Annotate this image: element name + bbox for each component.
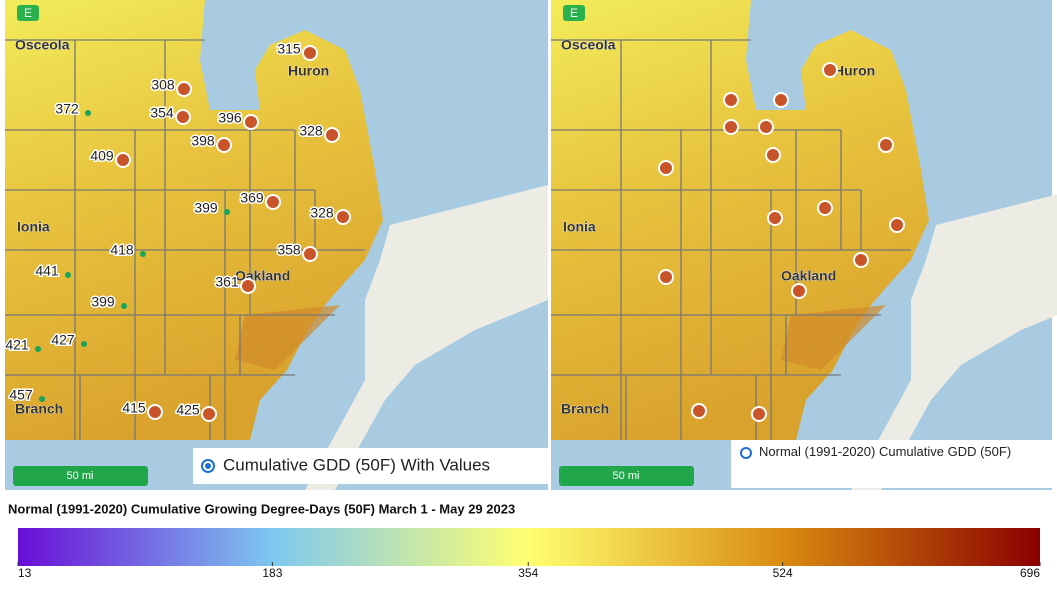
legend-box (193, 448, 548, 484)
station-value: 328 (299, 123, 323, 139)
scale-bar (13, 466, 148, 486)
station-dot (773, 92, 789, 108)
station-value: 441 (35, 263, 59, 279)
station-dot (723, 119, 739, 135)
station-value: 398 (191, 133, 215, 149)
station-value: 427 (51, 332, 75, 348)
colorbar-tick-label: 13 (18, 566, 32, 580)
station-dot (265, 194, 281, 210)
station-dot (817, 200, 833, 216)
station-dot (115, 152, 131, 168)
colorbar (18, 528, 1040, 566)
station-dot (147, 404, 163, 420)
county-label: Branch (15, 401, 63, 417)
station-dot (758, 119, 774, 135)
station-dot (65, 272, 71, 278)
layer-button-label: E (24, 6, 32, 20)
station-dot (224, 209, 230, 215)
station-value: 409 (90, 148, 114, 164)
station-dot (658, 269, 674, 285)
colorbar-tick-label: 354 (518, 566, 538, 580)
county-label: Huron (834, 63, 875, 79)
station-dot (723, 92, 739, 108)
county-label: Ionia (17, 219, 50, 235)
station-dot (691, 403, 707, 419)
station-value: 372 (55, 101, 79, 117)
station-value: 315 (277, 41, 301, 57)
layer-button-label: E (570, 6, 578, 20)
se-warm (235, 305, 340, 370)
county-label: Oakland (781, 268, 836, 284)
ontario-land (851, 194, 1057, 490)
station-value: 418 (110, 242, 134, 258)
legend-box (731, 440, 1052, 488)
map-panel: E Osceola Huron Ionia Oakland Branch 50 mi Norm… (551, 0, 1057, 490)
legend-label-text: Normal (1991-2020) Cumulative GDD (50F) (759, 444, 1011, 459)
colorbar-tick-label: 183 (262, 566, 282, 580)
station-value: 399 (194, 200, 218, 216)
station-value: 396 (218, 110, 242, 126)
legend-label: Normal (1991-2020) Cumulative GDD (50F) (759, 444, 1011, 459)
county-label: Huron (288, 63, 329, 79)
station-dot (767, 210, 783, 226)
station-dot (335, 209, 351, 225)
county-label: Osceola (15, 37, 70, 53)
station-value: 457 (9, 387, 33, 403)
station-value: 361 (215, 274, 239, 290)
station-dot (822, 62, 838, 78)
legend-radio[interactable] (740, 447, 752, 459)
layer-button[interactable] (17, 5, 39, 21)
station-value: 399 (91, 294, 115, 310)
station-dot (791, 283, 807, 299)
station-value: 415 (122, 400, 146, 416)
station-dot (751, 406, 767, 422)
station-dot (81, 341, 87, 347)
station-dot (140, 251, 146, 257)
station-dot (324, 127, 340, 143)
station-value: 369 (240, 190, 264, 206)
county-label: Osceola (561, 37, 616, 53)
ontario-land (305, 185, 548, 490)
scale-label: 50 mi (613, 470, 640, 482)
se-warm (781, 305, 886, 370)
colorbar-title: Normal (1991-2020) Cumulative Growing De… (8, 501, 515, 516)
station-dot (243, 114, 259, 130)
station-dot (853, 252, 869, 268)
station-dot (765, 147, 781, 163)
station-dot (889, 217, 905, 233)
layer-button[interactable] (563, 5, 585, 21)
station-value: 425 (176, 402, 200, 418)
station-dot (201, 406, 217, 422)
station-dot (39, 396, 45, 402)
county-label: Branch (561, 401, 609, 417)
station-dot (175, 109, 191, 125)
station-value: 308 (151, 77, 175, 93)
scale-bar (559, 466, 694, 486)
station-dot (216, 137, 232, 153)
station-dot (85, 110, 91, 116)
scale-label: 50 mi (67, 470, 94, 482)
county-label: Ionia (563, 219, 596, 235)
station-dot (302, 45, 318, 61)
colorbar-tick-label: 524 (773, 566, 793, 580)
station-dot (240, 278, 256, 294)
station-dot (878, 137, 894, 153)
station-dot (658, 160, 674, 176)
station-value: 421 (5, 337, 29, 353)
station-value: 328 (310, 205, 334, 221)
legend-radio-dot (205, 463, 211, 469)
station-value: 354 (150, 105, 174, 121)
station-value: 358 (277, 242, 301, 258)
colorbar-tick-label: 696 (1020, 566, 1040, 580)
station-dot (35, 346, 41, 352)
legend-label: Cumulative GDD (50F) With Values (223, 455, 490, 474)
station-dot (176, 81, 192, 97)
station-dot (302, 246, 318, 262)
station-dot (121, 303, 127, 309)
